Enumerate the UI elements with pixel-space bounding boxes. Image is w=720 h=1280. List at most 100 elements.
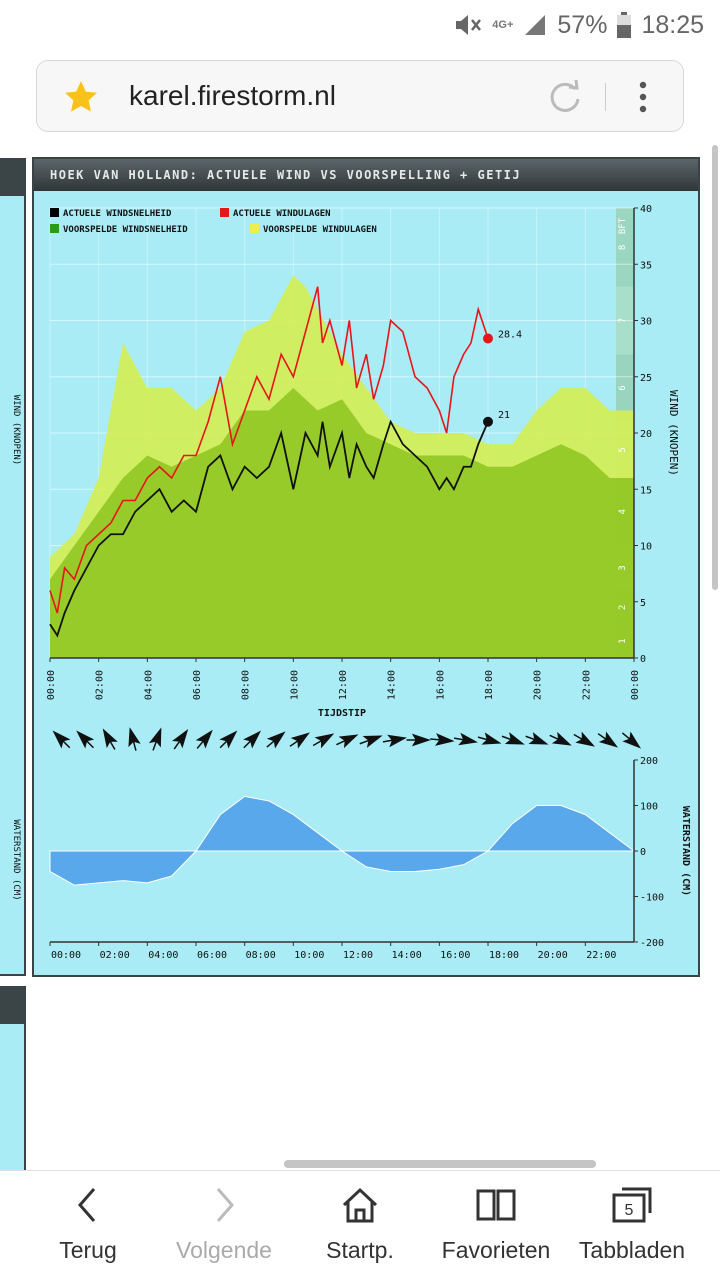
left-panel-wind-label: WIND (KNOPEN) [11,395,21,465]
wind-direction-arrow [266,731,286,749]
signal-icon [525,15,546,35]
wind-arrow-shape [406,733,431,747]
wind-direction-arrow [382,734,407,748]
bft-label: 5 [618,447,628,452]
wind-arrow-shape [76,730,95,749]
legend-swatch [250,224,259,233]
legend-swatch [50,208,59,217]
x-tick-label: 12:00 [338,670,349,700]
bookmarks-icon[interactable] [476,1185,516,1225]
more-vertical-icon[interactable] [635,79,651,115]
wind-arrow-shape [453,732,479,746]
clock: 18:25 [641,10,704,39]
tide-x-tick-label: 12:00 [343,950,373,961]
wind-direction-arrow [312,733,335,749]
tabs-icon[interactable]: 5 [612,1185,652,1225]
wind-arrow-shape [549,731,572,746]
wind-direction-arrow [525,732,549,745]
bft-label: 1 [618,638,628,643]
nav-bookmarks[interactable]: Favorieten [424,1171,568,1280]
bft-label: 2 [618,605,628,610]
wind-direction-arrow [102,728,118,750]
bft-band [616,354,634,422]
bft-label: 7 [618,318,628,323]
x-tick-label: 10:00 [289,670,300,700]
address-bar[interactable]: karel.firestorm.nl [36,60,684,132]
left-panel-tide-label: WATERSTAND (CM) [11,819,21,900]
back-icon[interactable] [68,1185,108,1225]
star-icon[interactable] [63,79,99,115]
wind-direction-arrow [477,732,502,745]
wind-direction-arrow [453,732,479,746]
speed-end-marker [483,416,493,427]
bft-label: 4 [618,509,628,514]
bft-unit-label: BFT [618,217,628,234]
left-partial-widget-2 [0,986,26,1171]
wind-arrow-shape [52,730,71,749]
x-tick-label: 16:00 [435,670,446,700]
tide-x-tick-label: 14:00 [392,950,422,961]
bottom-navigation: Terug Volgende Startp. Favorieten 5 [0,1170,720,1280]
nav-home[interactable]: Startp. [288,1171,432,1280]
tide-x-tick-label: 16:00 [440,950,470,961]
y-tick-label: 10 [640,542,652,553]
wind-arrow-shape [573,731,595,747]
x-tick-label: 18:00 [484,670,495,700]
wind-direction-arrow [128,727,141,751]
tide-x-tick-label: 10:00 [294,950,324,961]
battery-percent: 57% [557,10,608,39]
widget-header: HOEK VAN HOLLAND: ACTUELE WIND VS VOORSP… [34,159,698,191]
x-tick-label: 08:00 [241,670,252,700]
wind-arrow-shape [128,727,141,751]
y-tick-label: 15 [640,485,652,496]
wind-direction-arrow [52,730,71,749]
nav-forward[interactable]: Volgende [152,1171,296,1280]
tab-count: 5 [625,1202,634,1219]
y-tick-label: 40 [640,204,652,215]
nav-tabs-label: Tabbladen [578,1237,686,1263]
y-tick-label: 0 [640,654,646,665]
legend-label: ACTUELE WINDULAGEN [233,209,331,219]
wind-direction-arrow [406,733,431,747]
left-partial-widget [0,158,26,976]
widget-title: HOEK VAN HOLLAND: ACTUELE WIND VS VOORSP… [50,168,522,182]
nav-back[interactable]: Terug [16,1171,160,1280]
wind-direction-arrow [621,731,642,749]
wind-direction-arrow [549,731,572,746]
horizontal-scrollbar[interactable] [284,1160,596,1168]
wind-direction-arrow [76,730,95,749]
wind-arrow-shape [219,730,238,749]
wind-arrow-shape [336,734,359,749]
bft-label: 6 [618,385,628,390]
y-tick-label: 20 [640,429,652,440]
nav-forward-label: Volgende [176,1237,272,1263]
nav-bookmarks-label: Favorieten [441,1237,551,1263]
wind-arrow-shape [430,733,455,746]
wind-arrow-shape [312,733,335,749]
wind-direction-arrow [172,729,189,750]
x-tick-label: 00:00 [630,670,641,700]
bft-label: 8 [618,245,628,250]
wind-arrow-shape [289,732,310,749]
nav-tabs[interactable]: 5 Tabbladen [560,1171,704,1280]
forward-icon[interactable] [204,1185,244,1225]
tide-x-tick-label: 06:00 [197,950,227,961]
wind-direction-arrow [219,730,238,749]
tide-x-tick-label: 00:00 [51,950,81,961]
gust-end-marker [483,333,493,344]
wind-direction-arrow [289,732,310,749]
reload-icon[interactable] [545,77,585,117]
x-tick-label: 02:00 [95,670,106,700]
legend-swatch [220,208,229,217]
wind-direction-arrow [336,734,359,749]
vertical-scrollbar[interactable] [712,145,718,590]
network-type: 4G+ [492,18,514,31]
home-icon[interactable] [340,1185,380,1225]
gust-end-label: 28.4 [498,330,522,341]
speed-end-label: 21 [498,410,510,421]
wind-direction-arrow [573,731,595,747]
actual-speed-line [49,419,489,638]
wind-arrow-shape [359,735,383,748]
tide-y-axis-title: WATERSTAND (CM) [680,806,691,896]
url-text[interactable]: karel.firestorm.nl [129,80,336,111]
